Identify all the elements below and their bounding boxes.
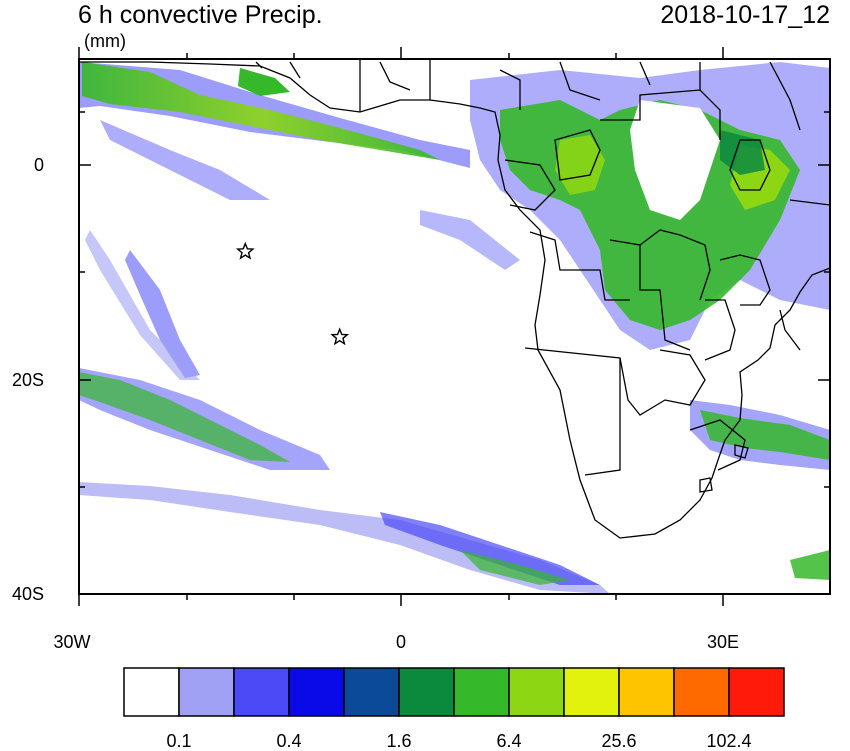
star-marker <box>235 241 255 260</box>
coastlines-borders <box>79 60 830 539</box>
valid-time: 2018-10-17_12 <box>660 1 830 29</box>
colorbar-label: 0.4 <box>276 731 302 751</box>
lat-label-40s: 40S <box>11 584 44 604</box>
colorbar-swatch <box>178 667 235 717</box>
lon-label-0: 0 <box>395 632 406 652</box>
star-marker <box>330 327 350 346</box>
lat-label-0: 0 <box>33 155 44 175</box>
units-label: (mm) <box>84 31 126 51</box>
lat-label-20s: 20S <box>11 370 44 390</box>
colorbar-label: 25.6 <box>601 731 637 751</box>
lon-label-30e: 30E <box>706 632 740 652</box>
star-markers <box>235 241 350 346</box>
colorbar-swatch <box>398 667 455 717</box>
colorbar-label: 1.6 <box>386 731 412 751</box>
colorbar-swatch <box>728 667 785 717</box>
colorbar-swatch <box>343 667 400 717</box>
colorbar-label: 6.4 <box>496 731 522 751</box>
colorbar-label: 0.1 <box>166 731 192 751</box>
colorbar-swatch <box>233 667 290 717</box>
precip-field <box>79 62 830 594</box>
colorbar-swatch <box>508 667 565 717</box>
axis-ticks <box>78 47 830 606</box>
colorbar-label: 102.4 <box>706 731 752 751</box>
lon-label-30w: 30W <box>53 632 91 652</box>
colorbar-swatch <box>618 667 675 717</box>
colorbar-swatch <box>673 667 730 717</box>
colorbar-swatch <box>563 667 620 717</box>
colorbar-swatch <box>453 667 510 717</box>
map-title: 6 h convective Precip. <box>78 1 323 29</box>
map-frame <box>78 58 831 595</box>
colorbar-swatch <box>288 667 345 717</box>
colorbar-swatch <box>123 667 180 717</box>
